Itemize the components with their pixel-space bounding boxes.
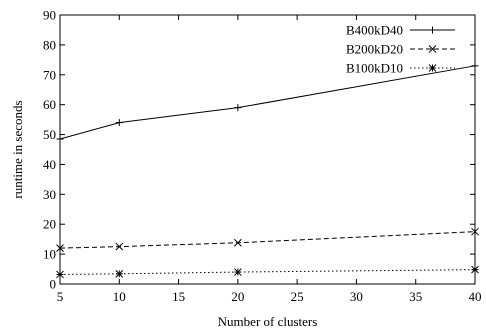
data-point-B100kD10	[471, 265, 479, 274]
data-point-B100kD10	[115, 269, 124, 278]
data-point-B400kD40	[234, 104, 242, 112]
x-tick-label: 20	[231, 289, 244, 304]
data-point-B100kD10	[56, 270, 64, 279]
data-point-B200kD20	[56, 244, 64, 252]
y-tick-label: 80	[43, 37, 56, 52]
series-line-B200kD20	[59, 231, 476, 249]
series-line-B400kD40	[59, 65, 476, 140]
y-axis-label: runtime in seconds	[10, 100, 25, 198]
y-tick-label: 20	[43, 217, 56, 232]
data-point-B400kD40	[56, 135, 64, 143]
legend-label: B400kD40	[346, 23, 403, 38]
data-point-B200kD20	[234, 238, 242, 247]
y-tick-label: 70	[43, 67, 56, 82]
y-tick-label: 40	[43, 157, 56, 172]
series-line-B100kD10	[59, 269, 476, 275]
legend-label: B100kD10	[346, 61, 403, 76]
legend: B400kD40 B200kD20 B100kD10	[346, 23, 455, 76]
y-tick-label: 60	[43, 97, 56, 112]
plot-frame	[59, 14, 476, 285]
series-group	[56, 62, 479, 279]
y-tick-label: 50	[43, 127, 56, 142]
x-tick-label: 5	[57, 289, 64, 304]
data-point-B200kD20	[115, 242, 124, 251]
legend-label: B200kD20	[346, 42, 403, 57]
x-tick-label: 10	[113, 289, 126, 304]
data-point-B200kD20	[471, 227, 479, 236]
data-point-B100kD10	[234, 268, 242, 276]
data-point-B400kD40	[471, 62, 479, 70]
x-tick-label: 15	[172, 289, 185, 304]
data-point-B400kD40	[115, 119, 123, 127]
axes: 0 10 20 30 40 50 60 70 80 90 5 10 15 20 25 30 35 40	[43, 8, 482, 305]
y-tick-label: 30	[43, 187, 56, 202]
x-tick-label: 40	[469, 289, 482, 304]
y-tick-label: 0	[50, 277, 57, 292]
x-tick-label: 30	[350, 289, 363, 304]
legend-marker	[428, 64, 437, 72]
y-tick-label: 90	[43, 8, 56, 23]
y-tick-label: 10	[43, 247, 56, 262]
x-axis-label: Number of clusters	[218, 314, 318, 329]
legend-marker	[429, 26, 436, 34]
x-tick-label: 25	[291, 289, 304, 304]
x-tick-label: 35	[409, 289, 422, 304]
legend-marker	[428, 45, 437, 53]
